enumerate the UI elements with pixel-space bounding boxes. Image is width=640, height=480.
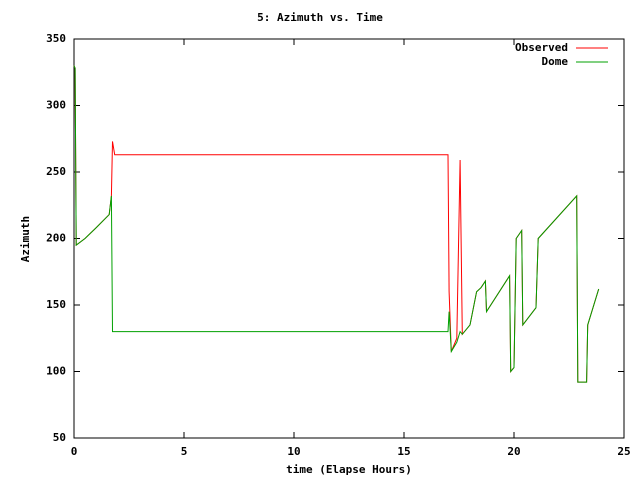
x-tick-label: 15 [397, 445, 410, 458]
x-tick-label: 25 [617, 445, 630, 458]
x-axis-label: time (Elapse Hours) [286, 463, 412, 476]
legend-label: Observed [515, 41, 568, 54]
chart-title: 5: Azimuth vs. Time [257, 11, 383, 24]
data-line [73, 65, 600, 383]
x-tick-label: 0 [71, 445, 78, 458]
y-tick-label: 350 [46, 32, 66, 45]
y-tick-label: 50 [53, 431, 66, 444]
x-tick-label: 20 [507, 445, 520, 458]
y-tick-label: 100 [46, 365, 66, 378]
y-tick-label: 250 [46, 165, 66, 178]
legend-label: Dome [542, 55, 569, 68]
y-tick-label: 150 [46, 298, 66, 311]
y-tick-label: 200 [46, 232, 66, 245]
x-tick-label: 10 [287, 445, 300, 458]
y-tick-label: 300 [46, 99, 66, 112]
y-axis-label: Azimuth [19, 216, 32, 262]
x-tick-label: 5 [181, 445, 188, 458]
